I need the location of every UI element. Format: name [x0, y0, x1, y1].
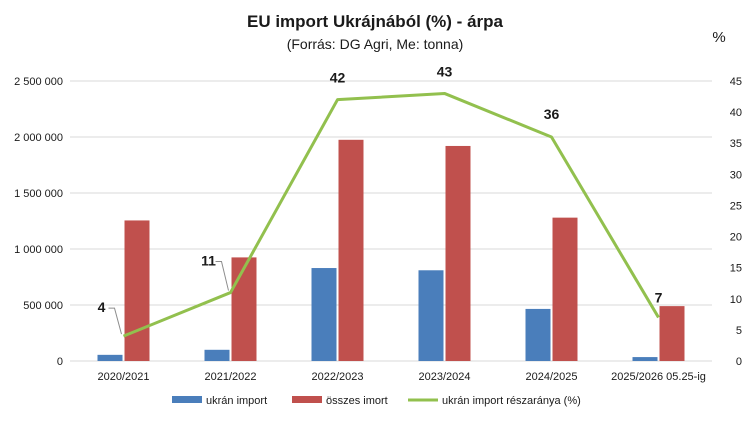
y2-tick-label: 0	[736, 356, 742, 368]
bar-ukran-import	[525, 308, 551, 361]
x-category-label: 2023/2024	[419, 371, 471, 383]
legend-swatch	[172, 396, 202, 403]
legend-label: ukrán import	[206, 395, 267, 407]
bar-ukran-import	[632, 357, 658, 361]
bar-osszes-import	[552, 217, 578, 361]
share-line: 4 11 42 43 36 7	[98, 63, 663, 338]
y2-tick-label: 45	[730, 76, 742, 88]
bar-osszes-import	[445, 145, 471, 361]
y-tick-label: 2 000 000	[14, 132, 63, 144]
y2-tick-label: 10	[730, 294, 742, 306]
line-data-label: 11	[201, 253, 216, 269]
bar-ukran-import	[204, 349, 230, 361]
y-tick-label: 500 000	[23, 300, 63, 312]
chart-subtitle: (Forrás: DG Agri, Me: tonna)	[287, 36, 464, 52]
y2-tick-label: 5	[736, 325, 742, 337]
bar-osszes-import	[659, 306, 685, 361]
line-data-label: 7	[655, 289, 663, 305]
line-data-label: 43	[437, 63, 453, 79]
grid-lines	[70, 80, 712, 362]
bar-ukran-import	[97, 354, 123, 361]
line-data-label: 42	[330, 70, 346, 86]
y2-tick-label: 35	[730, 138, 742, 150]
bars	[97, 139, 685, 361]
y2-tick-label: 15	[730, 263, 742, 275]
y-tick-label: 2 500 000	[14, 76, 63, 88]
y2-tick-label: 25	[730, 200, 742, 212]
x-category-label: 2024/2025	[526, 371, 578, 383]
bar-osszes-import	[231, 257, 257, 361]
x-category-label: 2025/2026 05.25-ig	[611, 371, 706, 383]
y-axis-left: 0 500 000 1 000 000 1 500 000 2 000 000 2 500…	[14, 76, 63, 368]
x-axis-categories: 2020/2021 2021/2022 2022/2023 2023/2024 2024…	[98, 371, 706, 383]
data-label-leader	[108, 307, 122, 335]
line-data-label: 36	[544, 106, 560, 122]
line-data-label: 4	[98, 299, 106, 315]
legend-label: ukrán import részaránya (%)	[442, 395, 581, 407]
share-line-path	[122, 91, 660, 338]
x-category-label: 2022/2023	[312, 371, 364, 383]
bar-ukran-import	[311, 268, 337, 361]
y2-tick-label: 40	[730, 107, 742, 119]
bar-ukran-import	[418, 270, 444, 361]
y-tick-label: 1 500 000	[14, 188, 63, 200]
legend-swatch	[292, 396, 322, 403]
y-tick-label: 1 000 000	[14, 244, 63, 256]
x-category-label: 2020/2021	[98, 371, 150, 383]
legend: ukrán import összes imort ukrán import rés…	[172, 395, 581, 407]
legend-label: összes imort	[326, 395, 388, 407]
y-axis-right: 0 5 10 15 20 25 30 35 40 45	[730, 76, 742, 368]
y-tick-label: 0	[57, 356, 63, 368]
y2-unit-label: %	[712, 29, 725, 46]
bar-osszes-import	[338, 139, 364, 361]
data-label-leader	[215, 261, 229, 291]
chart-title: EU import Ukrájnából (%) - árpa	[247, 12, 504, 31]
bar-osszes-import	[124, 220, 150, 361]
x-category-label: 2021/2022	[205, 371, 257, 383]
y2-tick-label: 30	[730, 169, 742, 181]
y2-tick-label: 20	[730, 232, 742, 244]
